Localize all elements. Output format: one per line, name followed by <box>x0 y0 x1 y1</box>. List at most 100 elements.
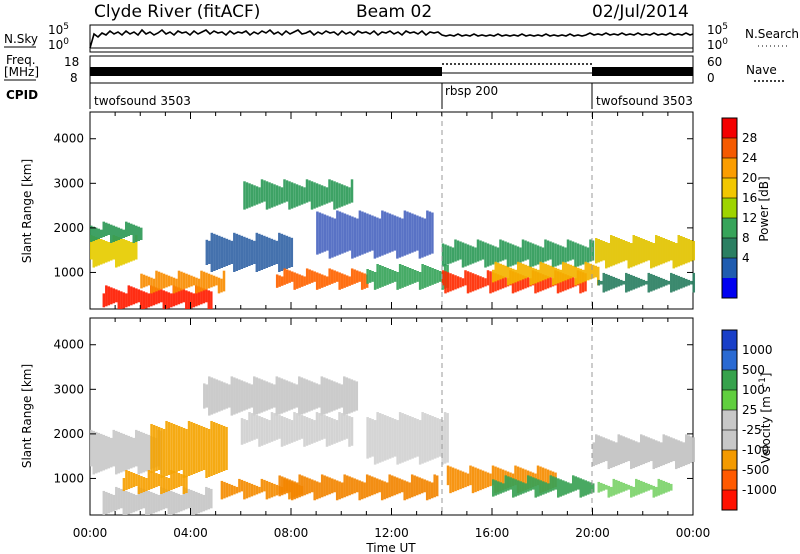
data-gate <box>600 436 603 464</box>
data-gate <box>449 246 452 264</box>
data-gate <box>95 431 98 474</box>
data-gate <box>640 238 643 264</box>
data-gate <box>298 474 301 498</box>
data-gate <box>428 211 432 255</box>
data-gate <box>110 287 113 305</box>
data-gate <box>308 269 311 284</box>
data-gate <box>620 279 623 286</box>
nsky-tick-top: 105 <box>48 22 69 37</box>
data-gate <box>642 435 645 465</box>
data-gate <box>182 427 186 478</box>
data-gate <box>509 243 512 267</box>
data-gate <box>348 416 351 447</box>
data-gate <box>167 478 171 492</box>
data-gate <box>444 271 447 294</box>
data-gate <box>605 484 608 490</box>
data-gate <box>507 476 510 491</box>
data-gate <box>481 470 485 490</box>
data-gate <box>517 261 520 282</box>
data-gate <box>539 261 542 282</box>
data-gate <box>620 435 623 465</box>
data-gate <box>497 262 500 281</box>
data-gate <box>335 271 339 282</box>
data-gate <box>202 288 206 304</box>
data-gate <box>635 236 638 266</box>
data-gate <box>627 273 631 292</box>
data-gate <box>217 423 221 473</box>
data-gate <box>566 275 570 290</box>
data-gate <box>162 290 166 309</box>
data-gate <box>647 272 651 293</box>
data-gate <box>456 469 460 491</box>
data-gate <box>160 272 163 290</box>
data-gate <box>370 476 374 496</box>
colorbar-segment <box>722 410 737 431</box>
data-gate <box>542 262 545 281</box>
data-gate <box>589 482 592 494</box>
data-gate <box>640 480 643 494</box>
data-gate <box>253 240 256 264</box>
data-gate <box>110 437 113 468</box>
data-gate <box>278 475 281 497</box>
data-gate <box>584 480 587 496</box>
data-gate <box>665 279 668 286</box>
data-gate <box>592 264 595 279</box>
data-gate <box>140 273 143 289</box>
data-gate <box>499 263 502 280</box>
data-gate <box>240 418 244 445</box>
data-gate <box>137 475 141 495</box>
data-gate <box>363 273 366 289</box>
data-gate <box>451 467 455 493</box>
data-gate <box>290 182 294 209</box>
data-gate <box>115 226 118 242</box>
data-gate <box>270 238 274 266</box>
data-gate <box>177 287 181 305</box>
data-gate <box>449 273 452 292</box>
data-gate <box>662 278 666 287</box>
data-gate <box>670 437 673 463</box>
data-gate <box>338 412 341 442</box>
data-gate <box>160 427 163 478</box>
data-gate <box>522 263 525 280</box>
data-gate <box>612 478 616 496</box>
data-gate <box>150 277 153 294</box>
data-gate <box>612 276 616 289</box>
data-gate <box>682 277 686 288</box>
data-gate <box>554 243 557 267</box>
data-gate <box>336 210 339 256</box>
data-gate <box>479 469 482 491</box>
data-gate <box>366 269 369 284</box>
data-gate <box>157 494 161 512</box>
data-gate <box>504 475 507 492</box>
data-gate <box>366 417 369 459</box>
data-gate <box>105 491 108 515</box>
data-band <box>240 412 354 447</box>
data-gate <box>433 269 437 284</box>
data-gate <box>549 265 552 278</box>
freq-trace-2 <box>592 67 693 76</box>
data-gate <box>152 472 156 489</box>
data-gate <box>363 482 366 499</box>
data-gate <box>420 478 424 494</box>
colorbar-tick-label: 500 <box>742 363 765 377</box>
data-gate <box>569 276 572 289</box>
data-gate <box>406 267 409 286</box>
data-gate <box>165 291 168 309</box>
data-gate <box>330 418 334 445</box>
data-gate <box>524 240 527 261</box>
power-bands <box>90 179 696 309</box>
data-gate <box>243 381 246 411</box>
data-gate <box>170 422 173 474</box>
data-gate <box>431 416 434 460</box>
data-gate <box>605 273 608 292</box>
data-gate <box>655 440 658 469</box>
data-gate <box>328 268 331 285</box>
data-gate <box>172 285 176 307</box>
data-gate <box>403 480 406 501</box>
data-gate <box>617 480 621 494</box>
data-gate <box>147 490 151 515</box>
data-gate <box>451 247 455 263</box>
data-gate <box>657 478 661 496</box>
data-gate <box>323 275 326 287</box>
data-gate <box>388 474 391 498</box>
